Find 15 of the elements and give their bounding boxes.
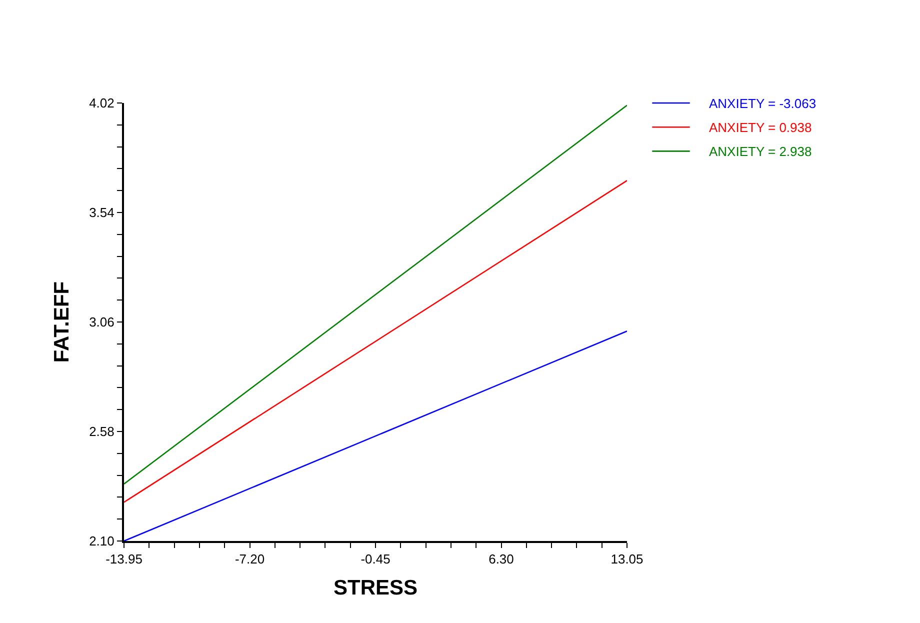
x-tick-label: -13.95 — [106, 552, 142, 567]
y-tick-label: 2.10 — [89, 534, 114, 549]
legend-label: ANXIETY = -3.063 — [709, 96, 816, 111]
y-axis-title: FAT.EFF — [50, 281, 74, 363]
x-tick-label: 13.05 — [610, 552, 644, 567]
x-tick-label: -0.45 — [360, 552, 390, 567]
y-tick-label: 3.54 — [89, 205, 114, 220]
y-tick-label: 3.06 — [89, 314, 114, 330]
x-tick-label: -7.20 — [234, 552, 265, 567]
x-tick-label: 6.30 — [488, 552, 514, 567]
x-axis-title: STRESS — [333, 576, 418, 600]
legend-label: ANXIETY = 0.938 — [709, 120, 812, 135]
y-tick-label: 4.02 — [89, 96, 114, 111]
y-tick-label: 2.58 — [89, 424, 114, 440]
legend-label: ANXIETY = 2.938 — [709, 144, 812, 159]
